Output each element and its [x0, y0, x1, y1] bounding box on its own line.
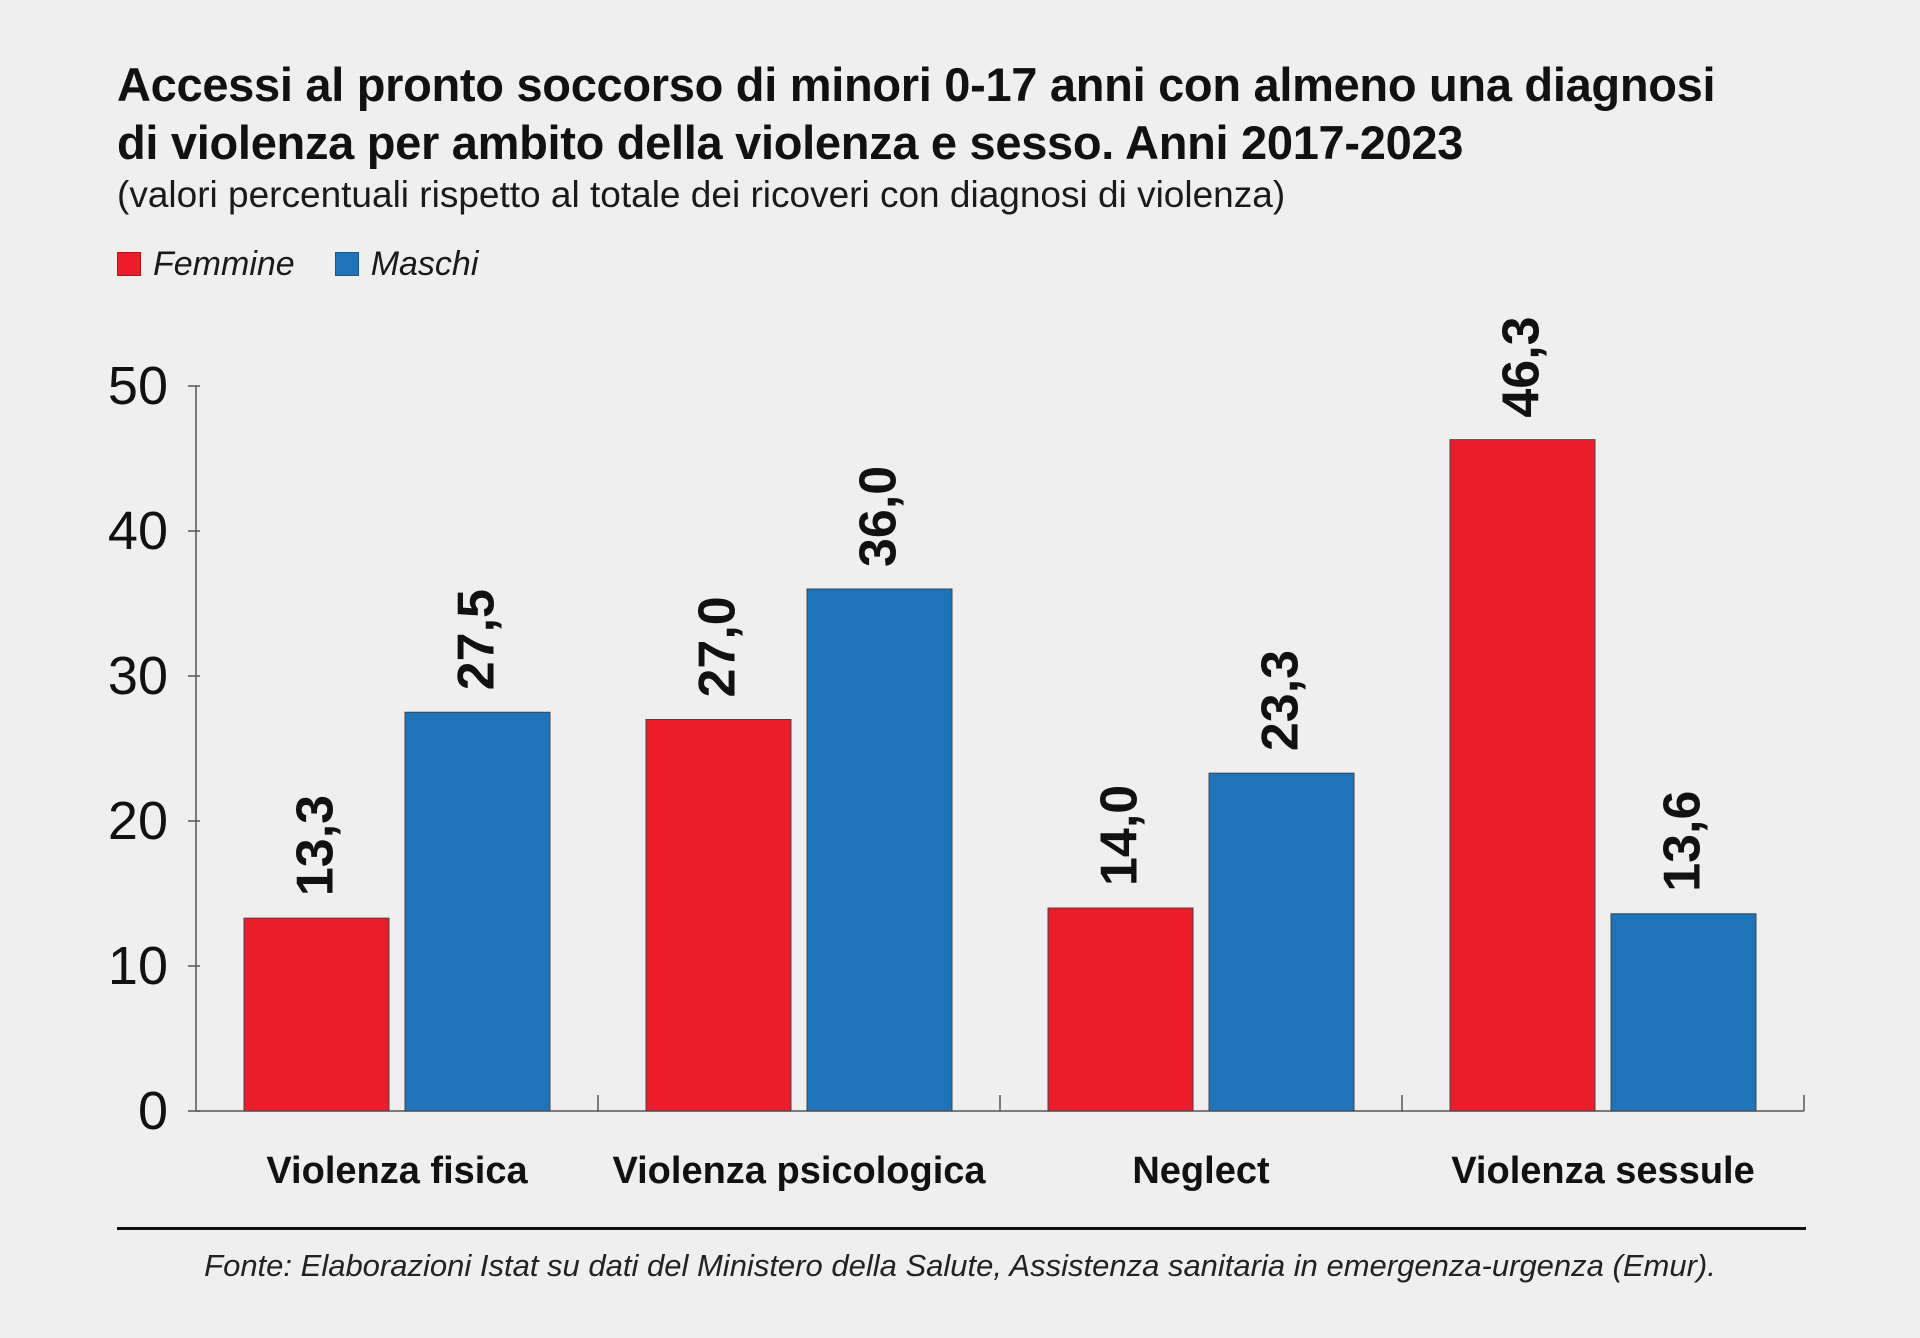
chart-title-line-1: Accessi al pronto soccorso di minori 0-1… — [117, 58, 1716, 111]
legend-item-maschi: Maschi — [334, 244, 479, 284]
data-label-femmine-violenza-psicologica: 27,0 — [689, 596, 747, 697]
data-label-maschi-violenza-sessule: 13,6 — [1654, 791, 1712, 892]
y-tick-label-50: 50 — [108, 356, 168, 416]
bar-femmine-violenza-fisica — [243, 917, 390, 1112]
legend-swatch-maschi — [334, 252, 359, 276]
data-label-maschi-violenza-psicologica: 36,0 — [850, 466, 908, 567]
bar-maschi-violenza-psicologica — [806, 588, 953, 1112]
footer-divider — [117, 1227, 1806, 1230]
legend-swatch-femmine — [117, 252, 141, 276]
data-label-femmine-violenza-sessule: 46,3 — [1493, 316, 1551, 417]
bar-femmine-neglect — [1047, 907, 1194, 1112]
y-tick-label-20: 20 — [108, 791, 168, 851]
chart-subtitle: (valori percentuali rispetto al totale d… — [117, 174, 1286, 215]
legend: Femmine Maschi — [117, 244, 518, 284]
bar-maschi-violenza-sessule — [1610, 913, 1757, 1112]
y-tick-label-10: 10 — [108, 936, 168, 996]
legend-label-femmine: Femmine — [153, 244, 295, 283]
data-label-femmine-violenza-fisica: 13,3 — [287, 795, 345, 896]
legend-item-femmine: Femmine — [117, 245, 295, 284]
x-category-label-neglect: Neglect — [1132, 1150, 1270, 1192]
bar-maschi-neglect — [1208, 772, 1355, 1112]
data-label-maschi-violenza-fisica: 27,5 — [448, 589, 506, 690]
y-tick-label-0: 0 — [138, 1081, 168, 1141]
bar-maschi-violenza-fisica — [404, 711, 551, 1112]
source-note: Fonte: Elaborazioni Istat su dati del Mi… — [204, 1248, 1716, 1283]
chart-title-line-2: di violenza per ambito della violenza e … — [117, 116, 1464, 169]
y-tick-label-40: 40 — [108, 501, 168, 561]
bar-femmine-violenza-sessule — [1449, 439, 1596, 1112]
data-label-maschi-neglect: 23,3 — [1252, 650, 1310, 751]
y-tick-label-30: 30 — [108, 646, 168, 706]
legend-label-maschi: Maschi — [370, 244, 479, 283]
x-category-label-violenza-psicologica: Violenza psicologica — [612, 1150, 986, 1192]
data-label-femmine-neglect: 14,0 — [1091, 785, 1149, 886]
bar-femmine-violenza-psicologica — [645, 719, 792, 1112]
x-category-label-violenza-sessule: Violenza sessule — [1451, 1150, 1754, 1192]
x-category-label-violenza-fisica: Violenza fisica — [266, 1150, 528, 1192]
